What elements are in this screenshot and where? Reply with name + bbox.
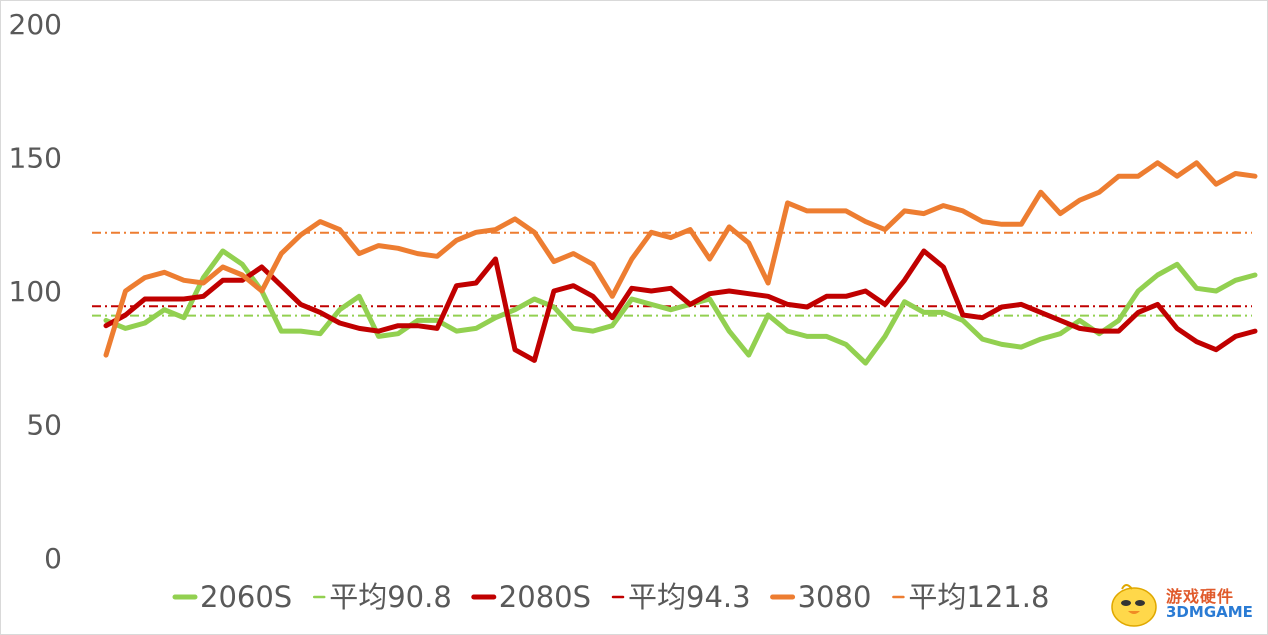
y-tick-label: 200 [9,8,62,41]
y-tick-label: 50 [26,409,62,442]
watermark-logo: 游戏硬件 3DMGAME [1104,577,1254,629]
average-lines [92,231,1252,317]
legend-label: 2080S [499,580,591,614]
legend-label: 平均90.8 [329,580,452,614]
y-tick-label: 0 [44,542,62,575]
watermark-text-cn: 游戏硬件 [1166,587,1235,606]
legend-label: 3080 [798,580,872,614]
series-line [103,248,1258,366]
legend-label: 平均121.8 [908,580,1049,614]
series-line [103,248,1258,363]
legend-label: 2060S [200,580,292,614]
series-lines [103,160,1258,366]
watermark-text-brand: 3DMGAME [1166,603,1253,621]
y-tick-label: 150 [9,142,62,175]
legend-label: 平均94.3 [628,580,751,614]
legend: 2060S 平均90.8 2080S 平均94.3 3080 平均121.8 [172,580,1049,614]
duck-mascot-icon [1111,584,1157,627]
y-tick-label: 100 [9,275,62,308]
y-axis: 0 50 100 150 200 [9,8,62,575]
series-line [103,160,1258,358]
